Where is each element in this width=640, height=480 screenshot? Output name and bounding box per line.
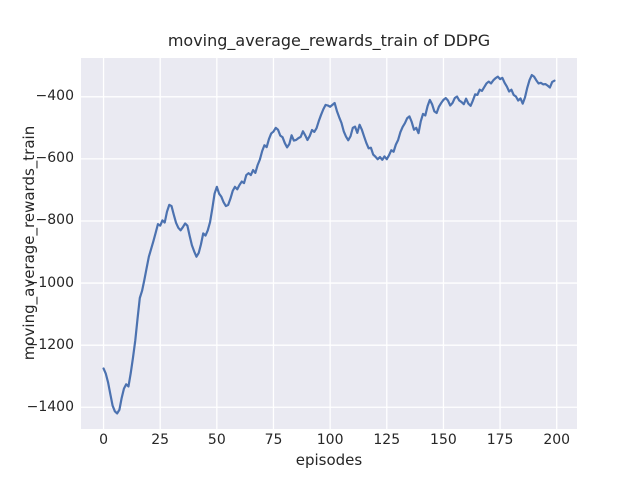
y-tick-label: −1400 <box>26 398 74 415</box>
chart-title: moving_average_rewards_train of DDPG <box>167 31 491 50</box>
y-tick-label: −1000 <box>26 274 74 291</box>
x-tick-label: 175 <box>486 432 514 448</box>
y-tick-label: −400 <box>35 88 74 105</box>
x-tick-label: 0 <box>99 432 108 448</box>
x-axis-label: episodes <box>295 451 363 469</box>
x-tick-label: 75 <box>264 432 283 448</box>
x-tick-label: 25 <box>151 432 170 448</box>
x-tick-label: 50 <box>207 432 226 448</box>
plot-area <box>81 58 577 429</box>
y-tick-label: −600 <box>35 150 74 167</box>
line-chart-canvas <box>81 58 577 429</box>
x-tick-label: 200 <box>543 432 571 448</box>
x-tick-label: 150 <box>430 432 457 448</box>
y-tick-label: −800 <box>35 212 74 229</box>
x-tick-label: 100 <box>316 432 344 448</box>
x-tick-label: 125 <box>373 432 401 448</box>
y-tick-label: −1200 <box>26 336 74 353</box>
reward-line <box>102 73 556 415</box>
